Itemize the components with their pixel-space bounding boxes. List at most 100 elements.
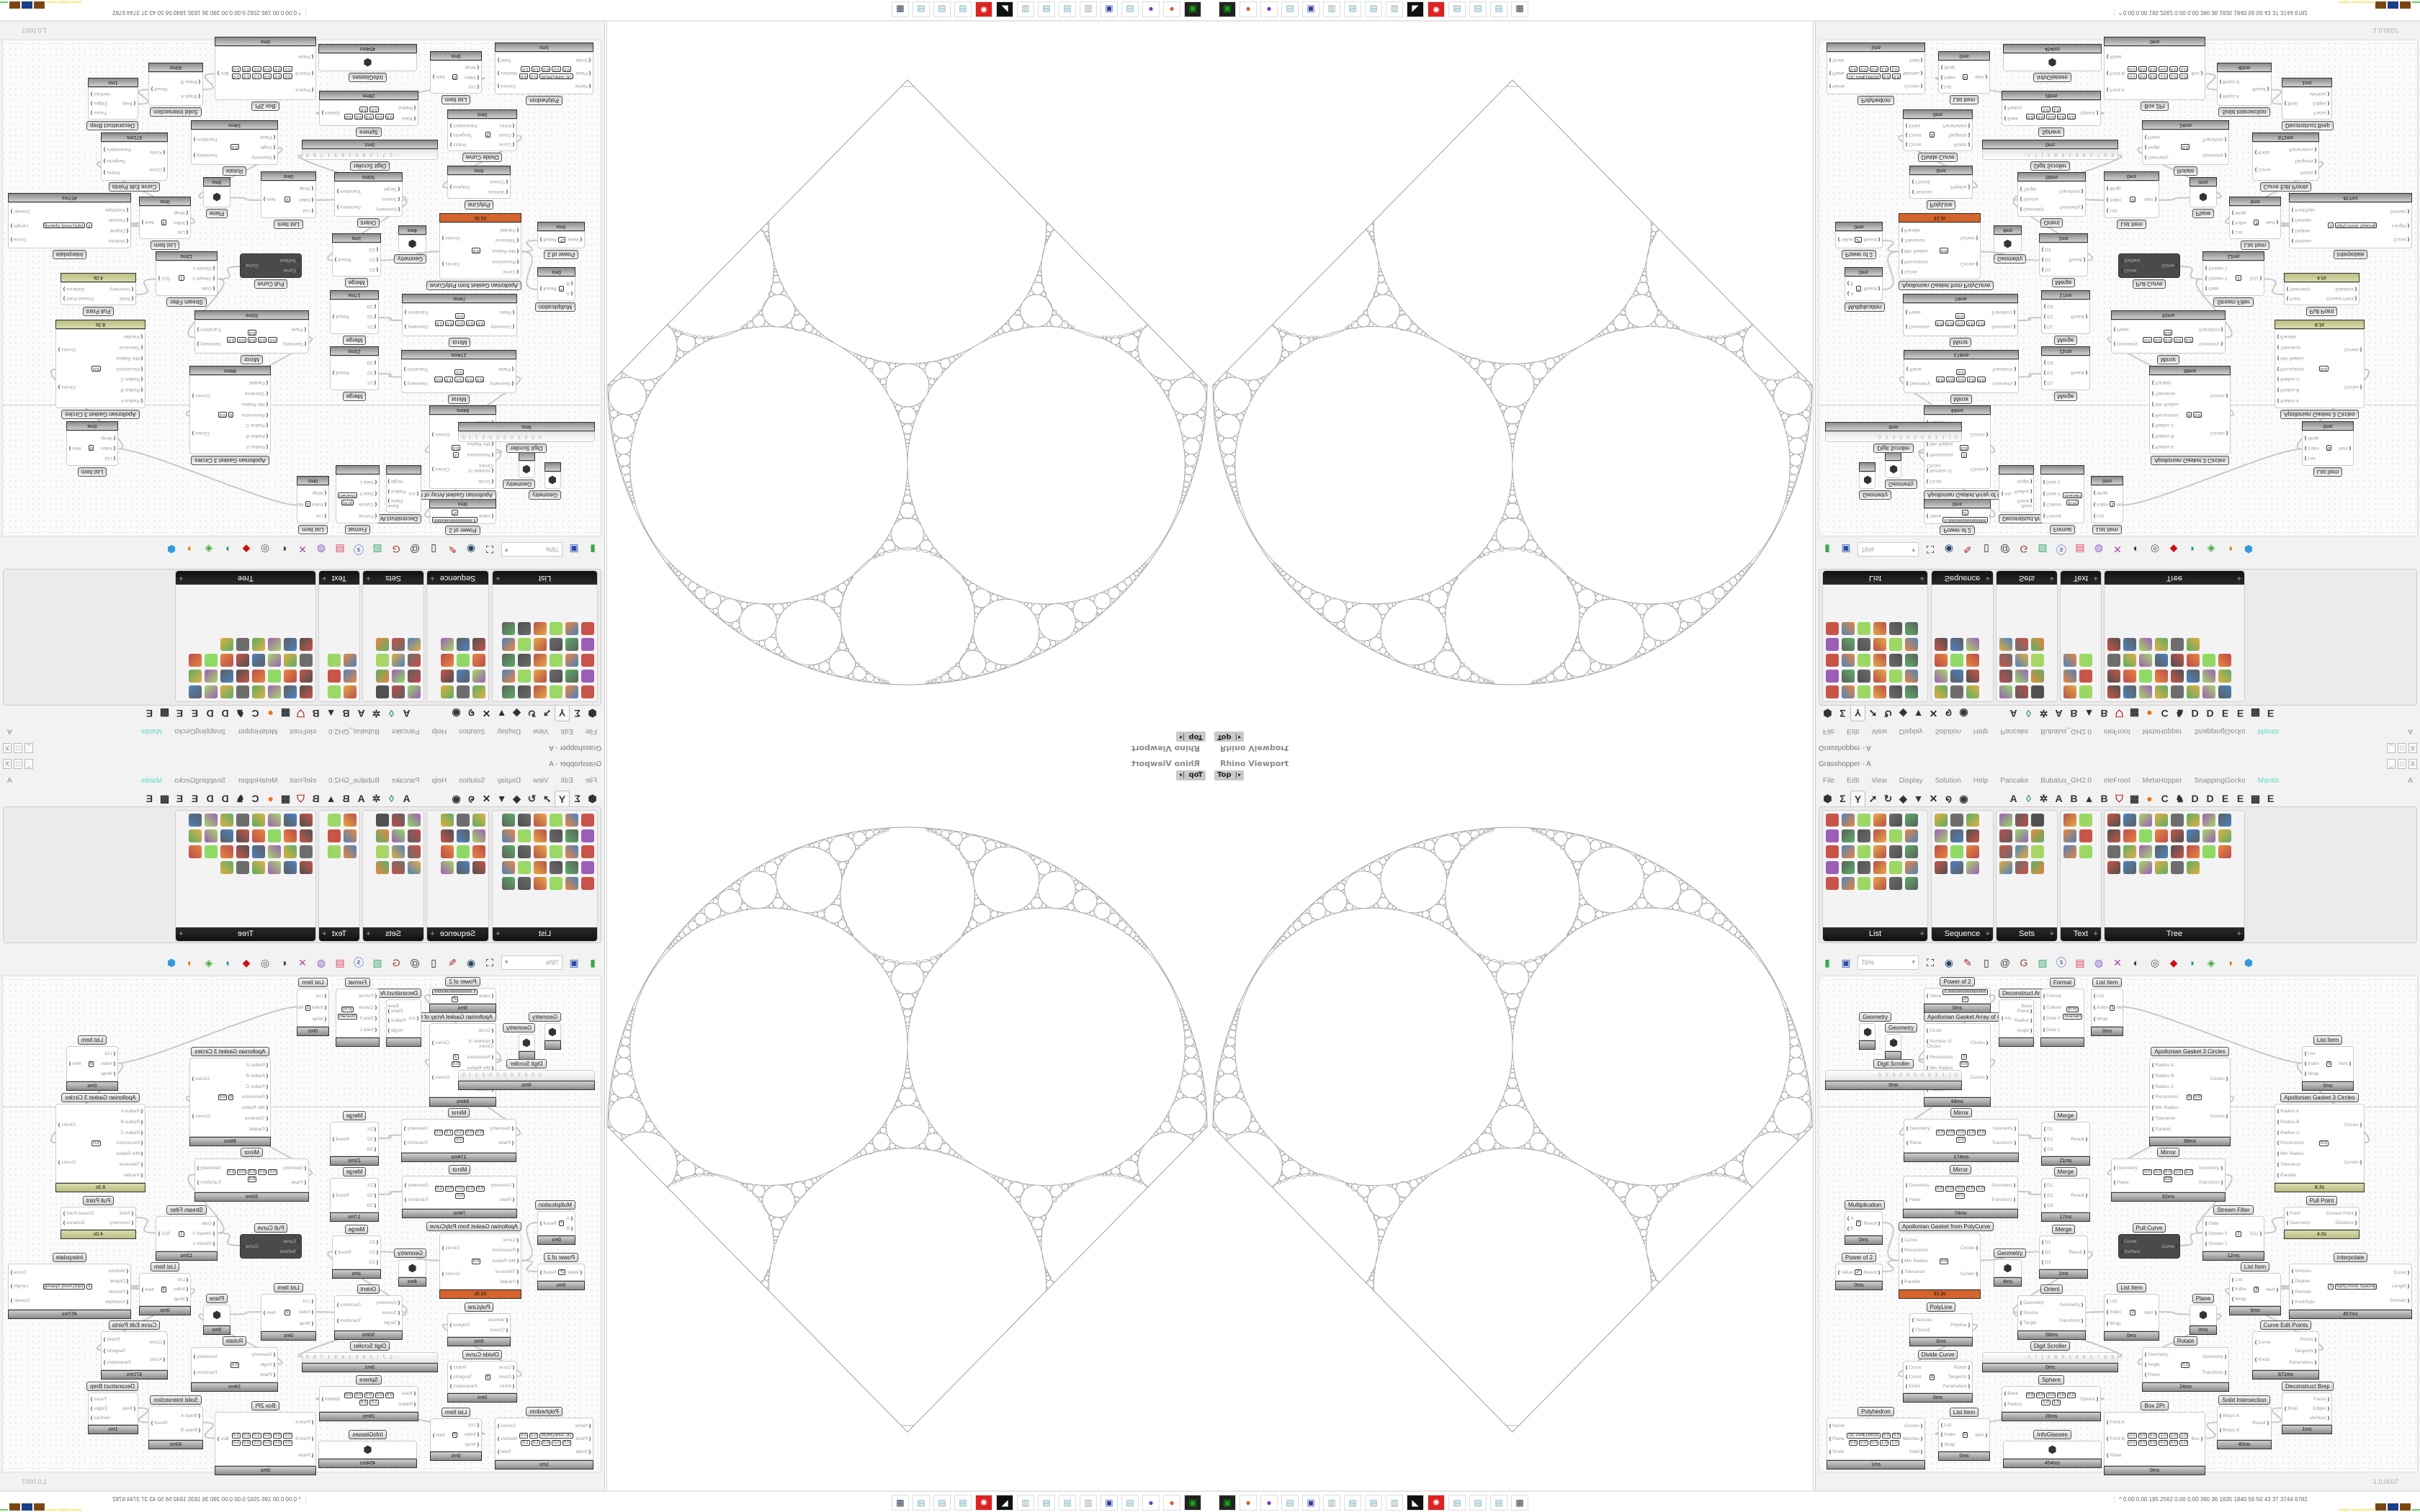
menu-pancake[interactable]: Pancake xyxy=(2000,777,2029,785)
parameter-value[interactable]: 0.0 xyxy=(2046,114,2056,120)
output-port[interactable]: Item xyxy=(142,1287,154,1292)
input-port[interactable]: List xyxy=(101,456,115,461)
output-port[interactable]: Transform xyxy=(405,310,429,315)
component-body[interactable]: GeometrySourceTargetGeometryTransform xyxy=(2017,1295,2086,1331)
parameter-value[interactable]: 1.0 xyxy=(227,1169,236,1175)
parameter-value[interactable]: 0.0 xyxy=(283,1439,292,1446)
input-port[interactable]: Recursions xyxy=(241,1094,268,1099)
wireframe-icon[interactable]: ◎ xyxy=(260,544,270,555)
parameter-value[interactable]: 2ⁿ xyxy=(1855,1269,1862,1275)
taskbar-notepad-icon[interactable]: ▤ xyxy=(1365,1,1382,17)
input-port[interactable]: Periodic xyxy=(105,1290,128,1295)
gh-component-list-item[interactable]: List ItemListIndexWrap0Item0ms xyxy=(66,421,118,477)
parameter-value[interactable]: 0.0 xyxy=(2143,337,2152,343)
input-port[interactable]: Breps B xyxy=(181,79,200,84)
plugin-shield-icon[interactable]: ⛉ xyxy=(2115,708,2123,719)
output-port[interactable]: Transform xyxy=(404,1140,428,1146)
component-icon[interactable] xyxy=(441,670,454,683)
component-body[interactable]: 0 0 0 0 0 0 0 0 2 1 | 0 xyxy=(458,431,595,442)
component-icon[interactable] xyxy=(344,814,357,827)
menu-pancake[interactable]: Pancake xyxy=(2000,727,2029,735)
gh-component-solid-intersection[interactable]: Solid IntersectionBreps ABreps BResult40… xyxy=(148,1395,203,1449)
wireframe-icon[interactable]: ◎ xyxy=(260,957,270,968)
gh-component-merge[interactable]: MergeD1D2D3Result17ms xyxy=(330,1167,379,1222)
output-port[interactable]: Result xyxy=(333,371,349,376)
component-body[interactable]: D1D2D3Result xyxy=(332,1236,381,1269)
gh-component-multiplication[interactable]: MultiplicationAB×Result0ms xyxy=(534,267,575,312)
component-body[interactable]: GeometrySourceTargetGeometryTransform xyxy=(334,1295,403,1331)
component-body[interactable]: D1D2D3Result xyxy=(2039,243,2088,276)
input-port[interactable]: Wrap xyxy=(312,1017,326,1022)
gh-component-digit-scroller[interactable]: Digit Scroller 0 0 0 0 0 0 0 0 2 1 | 0 0ms xyxy=(1825,1059,1962,1090)
gh-component-sphere[interactable]: SphereBaseRadius0.00.00.00.00.01.01.0Sph… xyxy=(319,91,418,137)
component-icon[interactable] xyxy=(581,685,594,698)
gh-component-mirror[interactable]: MirrorGeometryPlane0.00.00.00.01.00.0Geo… xyxy=(2111,310,2226,364)
component-icon[interactable] xyxy=(534,845,547,858)
parameter-value[interactable]: 0.0 xyxy=(91,1140,101,1146)
maximize-button[interactable]: □ xyxy=(14,743,22,753)
sets-tree-icon[interactable]: Y xyxy=(555,791,570,806)
component-icon[interactable] xyxy=(284,638,297,651)
input-port[interactable]: Plane xyxy=(251,135,275,140)
input-port[interactable]: Radius A xyxy=(2152,1063,2179,1068)
component-icon[interactable] xyxy=(1889,861,1902,874)
input-port[interactable]: Culture xyxy=(359,502,377,507)
output-port[interactable]: Points xyxy=(450,142,478,147)
component-icon[interactable] xyxy=(441,861,454,874)
component-body[interactable]: Point APoint BPlane0.00.00.01.01.01.00.0… xyxy=(2104,1412,2205,1466)
input-port[interactable]: Wrap xyxy=(1941,65,1955,70)
parameter-value[interactable]: 3 xyxy=(2253,1287,2259,1292)
close-button[interactable]: X xyxy=(3,759,12,769)
input-port[interactable]: Point xyxy=(109,296,133,301)
parameter-value[interactable]: 2ⁿ xyxy=(451,510,459,516)
input-port[interactable]: Geometry xyxy=(2020,1300,2044,1305)
component-body[interactable]: AB×Result xyxy=(537,1211,575,1236)
component-icon[interactable] xyxy=(284,861,297,874)
component-icon[interactable] xyxy=(2031,685,2044,698)
output-port[interactable]: Points xyxy=(104,1337,131,1342)
component-icon[interactable] xyxy=(2171,670,2184,683)
parameter-value[interactable]: 0.0 xyxy=(2067,1392,2076,1398)
gh-component-list-item[interactable]: List ItemListIndexWrap3Item0ms xyxy=(2229,1262,2281,1315)
plugin-a-icon[interactable]: A xyxy=(403,793,411,804)
component-icon[interactable] xyxy=(2155,685,2168,698)
output-port[interactable]: Closest Point xyxy=(63,296,94,301)
component-body[interactable]: GeometryPlane0.00.00.01.00.00.0GeometryT… xyxy=(401,1119,516,1153)
input-port[interactable]: Parallel xyxy=(2152,380,2179,385)
output-port[interactable]: Tangents xyxy=(104,159,131,164)
output-port[interactable]: Result xyxy=(2071,1193,2087,1198)
gh-component-merge[interactable]: MergeD1D2D3Result21ms xyxy=(330,346,379,401)
input-port[interactable]: Recursions xyxy=(2152,413,2179,418)
gh-component-mirror[interactable]: MirrorGeometryPlane0.00.00.01.00.00.0Geo… xyxy=(401,350,516,404)
taskbar-notepad-icon[interactable]: ▤ xyxy=(913,1495,930,1511)
input-port[interactable]: Target xyxy=(376,1320,400,1326)
component-icon[interactable] xyxy=(1873,638,1886,651)
plugin-a2-icon[interactable]: A xyxy=(357,708,365,719)
image-icon[interactable]: ▨ xyxy=(2038,544,2048,555)
component-icon[interactable] xyxy=(376,845,389,858)
gh-component-mirror[interactable]: MirrorGeometryPlane0.00.00.01.00.00.0Geo… xyxy=(1904,1108,2019,1162)
parameter-value[interactable]: 0.0 xyxy=(241,66,251,73)
plugin-a2-icon[interactable]: A xyxy=(2055,793,2063,804)
bulb-icon[interactable]: ◍ xyxy=(2094,957,2104,968)
parameter-value[interactable]: 0 xyxy=(88,1061,94,1067)
gh-component-digit-scroller[interactable]: Digit Scroller 0 0 0 0 0 0 0 0 2 1 | 0 0ms xyxy=(1825,422,1962,453)
component-icon[interactable] xyxy=(220,638,233,651)
input-port[interactable]: Geometry xyxy=(109,287,133,292)
component-icon[interactable] xyxy=(205,814,218,827)
component-icon[interactable] xyxy=(2107,845,2120,858)
input-port[interactable]: Knots xyxy=(149,1357,165,1362)
input-port[interactable]: Min Radius xyxy=(492,248,519,253)
gh-component-curve-edit-points[interactable]: Curve Edit PointsCurveKnotsPointsTangent… xyxy=(101,1320,168,1380)
component-icon[interactable] xyxy=(284,654,297,667)
output-port[interactable]: Vertices xyxy=(2310,91,2329,96)
curve-icon[interactable]: ↻ xyxy=(527,708,537,719)
plugin-shield-icon[interactable]: ⛉ xyxy=(297,793,305,804)
input-port[interactable]: Plane xyxy=(251,1372,275,1377)
parameter-value[interactable]: 0.0 xyxy=(283,73,292,80)
gha-icon[interactable]: G xyxy=(2020,957,2028,968)
preview-shaded-icon[interactable]: ◐ xyxy=(280,957,287,968)
cluster-icon[interactable]: ▯ xyxy=(1984,957,1989,968)
input-port[interactable]: KnotStyle xyxy=(2292,1300,2315,1305)
gh-component-digit-scroller[interactable]: Digit Scroller -1 7 | 2 8 9 1 8 9 1 7 6 9… xyxy=(302,1341,438,1372)
